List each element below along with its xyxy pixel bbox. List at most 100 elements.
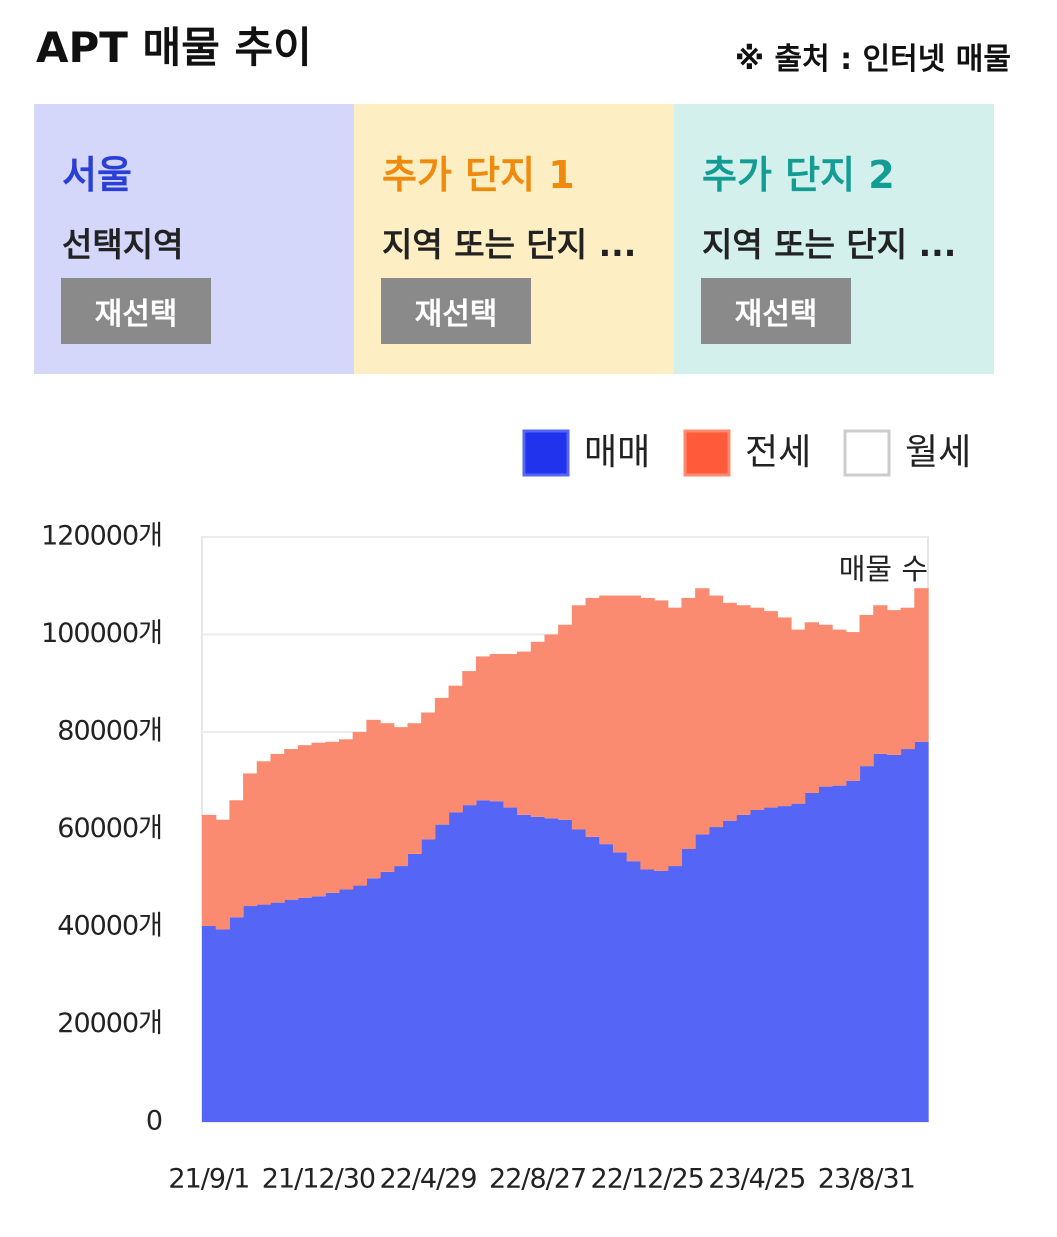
area-segment	[763, 807, 778, 1122]
area-segment	[873, 605, 888, 754]
area-segment	[804, 622, 820, 793]
area-segment	[695, 588, 710, 835]
area-segment	[681, 597, 696, 849]
panel-name: 서울	[62, 153, 132, 197]
area-segment	[393, 866, 409, 1122]
area-segment	[434, 697, 450, 825]
legend-label: 월세	[905, 432, 971, 473]
area-segment	[270, 753, 285, 903]
area-segment	[777, 806, 792, 1122]
area-segment	[654, 870, 669, 1122]
area-segment	[393, 727, 409, 867]
reselect-button[interactable]: 재선택	[701, 278, 851, 344]
x-tick-label: 22/4/29	[379, 1164, 476, 1195]
area-segment	[352, 732, 367, 886]
area-segment	[338, 739, 354, 890]
area-segment	[544, 818, 559, 1122]
area-segment	[777, 617, 792, 807]
area-segment	[886, 754, 902, 1122]
area-segment	[736, 605, 751, 815]
area-segment	[202, 926, 217, 1122]
area-segment	[366, 878, 381, 1122]
x-tick-label: 21/12/30	[262, 1164, 375, 1195]
area-segment	[736, 814, 751, 1122]
area-segment	[763, 611, 778, 808]
x-tick-label: 23/4/25	[708, 1164, 805, 1195]
area-segment	[311, 742, 326, 897]
area-segment	[612, 852, 628, 1122]
panel-name: 추가 단지 2	[702, 153, 895, 197]
chart-annotation: 매물 수	[839, 552, 928, 586]
area-segment	[900, 749, 915, 1122]
y-tick-label: 100000개	[41, 618, 162, 649]
area-segment	[448, 685, 463, 813]
area-segment	[517, 651, 532, 815]
y-tick-label: 60000개	[57, 813, 162, 844]
area-segment	[558, 624, 573, 820]
area-segment	[654, 600, 669, 871]
area-segment	[284, 749, 299, 900]
reselect-button[interactable]: 재선택	[381, 278, 531, 344]
area-segment	[791, 803, 806, 1122]
area-segment	[571, 829, 587, 1122]
area-segment	[900, 607, 915, 750]
x-tick-label: 23/8/31	[818, 1164, 915, 1195]
x-tick-label: 21/9/1	[168, 1164, 249, 1195]
area-segment	[626, 861, 641, 1122]
area-segment	[421, 712, 436, 840]
area-segment	[215, 819, 230, 930]
area-segment	[243, 773, 258, 907]
chart: 매매 전세 월세 0 20000개 40000개 60000개 80000개 100000개 12…	[41, 429, 971, 1195]
y-tick-label: 0	[146, 1106, 162, 1137]
area-segment	[571, 605, 587, 830]
source-note: ※ 출처 : 인터넷 매물	[734, 42, 1011, 77]
region-panel[interactable]: 추가 단지 2 지역 또는 단지 ... 재선택	[674, 104, 994, 374]
area-segment	[297, 745, 313, 898]
area-segment	[640, 597, 655, 870]
area-segment	[708, 827, 724, 1122]
y-tick-label: 80000개	[57, 716, 162, 747]
area-segment	[667, 607, 683, 867]
area-segment	[517, 814, 532, 1122]
area-segment	[475, 656, 491, 801]
area-segment	[448, 812, 463, 1122]
area-segment	[256, 761, 272, 905]
region-panel[interactable]: 추가 단지 1 지역 또는 단지 ... 재선택	[354, 104, 674, 374]
area-segment	[914, 741, 929, 1122]
legend-swatch	[843, 429, 891, 477]
area-segment	[722, 602, 737, 821]
area-segment	[202, 814, 217, 927]
area-segment	[832, 785, 847, 1122]
area-segment	[873, 753, 888, 1122]
y-tick-label: 20000개	[57, 1008, 162, 1039]
area-segment	[421, 839, 436, 1122]
area-segment	[297, 897, 313, 1122]
page-title: APT 매물 추이	[36, 23, 312, 72]
area-segment	[544, 634, 559, 819]
region-panel[interactable]: 서울 선택지역 재선택	[34, 104, 354, 374]
panel-subtitle: 지역 또는 단지 ...	[702, 225, 957, 264]
x-tick-label: 22/12/25	[591, 1164, 704, 1195]
area-segment	[804, 792, 820, 1122]
area-segment	[886, 610, 902, 755]
area-segment	[284, 899, 299, 1122]
area-segment	[599, 595, 614, 845]
reselect-button[interactable]: 재선택	[61, 278, 211, 344]
area-segment	[434, 824, 450, 1122]
area-segment	[489, 654, 504, 802]
area-segment	[530, 641, 546, 817]
area-segment	[558, 819, 573, 1122]
panel-subtitle: 선택지역	[62, 225, 184, 264]
area-segment	[695, 834, 710, 1122]
region-panels: 서울 선택지역 재선택 추가 단지 1 지역 또는 단지 ... 재선택 추가 …	[34, 104, 994, 374]
area-segment	[229, 917, 244, 1122]
area-segment	[626, 595, 641, 862]
area-segment	[325, 892, 340, 1122]
area-segment	[338, 889, 354, 1122]
area-segment	[366, 719, 381, 879]
area-segment	[585, 836, 600, 1122]
legend-label: 전세	[745, 432, 811, 473]
legend-label: 매매	[584, 432, 650, 473]
panel-name: 추가 단지 1	[382, 153, 575, 197]
